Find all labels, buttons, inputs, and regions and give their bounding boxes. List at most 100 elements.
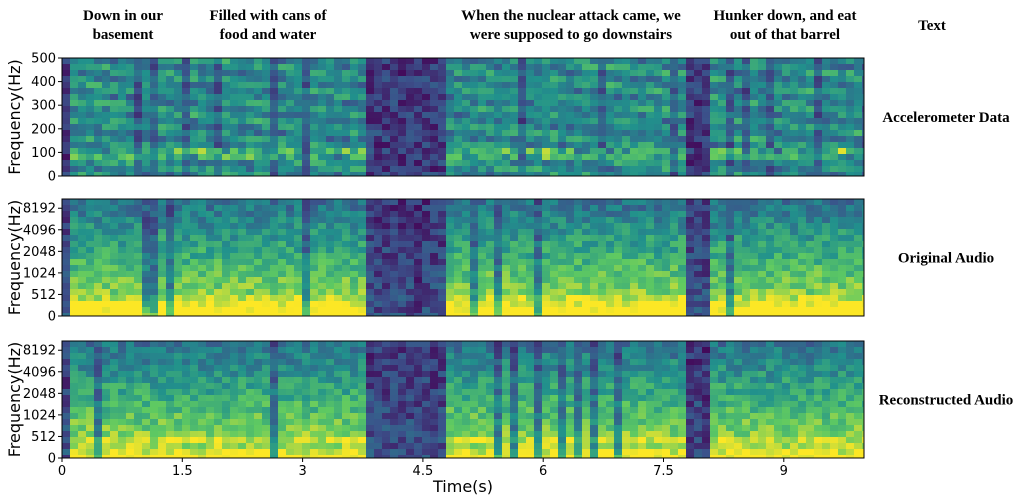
spectrogram-cell xyxy=(246,229,254,235)
spectrogram-cell xyxy=(470,313,478,316)
spectrogram-cell xyxy=(582,70,590,76)
spectrogram-cell xyxy=(454,154,462,160)
spectrogram-cell xyxy=(510,82,518,88)
spectrogram-cell xyxy=(398,289,406,295)
spectrogram-cell xyxy=(214,371,222,377)
spectrogram-cell xyxy=(622,277,630,283)
spectrogram-cell xyxy=(174,211,182,217)
spectrogram-cell xyxy=(278,289,286,295)
spectrogram-cell xyxy=(742,160,750,166)
spectrogram-cell xyxy=(358,94,366,100)
spectrogram-cell xyxy=(198,295,206,301)
spectrogram-cell xyxy=(214,148,222,154)
spectrogram-cell xyxy=(294,341,302,347)
spectrogram-cell xyxy=(726,160,734,166)
spectrogram-cell xyxy=(246,383,254,389)
spectrogram-cell xyxy=(262,341,270,347)
spectrogram-cell xyxy=(150,313,158,316)
spectrogram-cell xyxy=(398,223,406,229)
spectrogram-cell xyxy=(286,307,294,313)
spectrogram-cell xyxy=(582,82,590,88)
spectrogram-cell xyxy=(390,313,398,316)
spectrogram-cell xyxy=(478,136,486,142)
spectrogram-cell xyxy=(742,229,750,235)
spectrogram-cell xyxy=(598,271,606,277)
spectrogram-cell xyxy=(430,247,438,253)
spectrogram-cell xyxy=(542,58,550,64)
spectrogram-cell xyxy=(62,431,70,437)
spectrogram-cell xyxy=(478,313,486,316)
spectrogram-cell xyxy=(846,283,854,289)
spectrogram-cell xyxy=(318,295,326,301)
spectrogram-cell xyxy=(86,217,94,223)
spectrogram-cell xyxy=(486,199,494,205)
spectrogram-cell xyxy=(342,443,350,449)
spectrogram-cell xyxy=(366,277,374,283)
spectrogram-cell xyxy=(214,383,222,389)
spectrogram-cell xyxy=(398,94,406,100)
spectrogram-cell xyxy=(582,223,590,229)
spectrogram-cell xyxy=(310,199,318,205)
spectrogram-cell xyxy=(614,76,622,82)
spectrogram-cell xyxy=(182,449,190,455)
spectrogram-cell xyxy=(134,82,142,88)
spectrogram-cell xyxy=(134,359,142,365)
spectrogram-cell xyxy=(422,154,430,160)
spectrogram-cell xyxy=(846,271,854,277)
spectrogram-cell xyxy=(782,199,790,205)
spectrogram-cell xyxy=(174,124,182,130)
spectrogram-cell xyxy=(398,154,406,160)
spectrogram-cell xyxy=(726,100,734,106)
spectrogram-cell xyxy=(206,58,214,64)
spectrogram-cell xyxy=(574,313,582,316)
spectrogram-cell xyxy=(438,130,446,136)
spectrogram-cell xyxy=(406,365,414,371)
spectrogram-cell xyxy=(534,235,542,241)
spectrogram-cell xyxy=(414,217,422,223)
spectrogram-cell xyxy=(150,211,158,217)
spectrogram-cell xyxy=(94,371,102,377)
spectrogram-cell xyxy=(502,265,510,271)
spectrogram-cell xyxy=(798,106,806,112)
spectrogram-cell xyxy=(334,211,342,217)
spectrogram-cell xyxy=(646,58,654,64)
spectrogram-cell xyxy=(94,389,102,395)
spectrogram-cell xyxy=(662,172,670,176)
spectrogram-cell xyxy=(406,88,414,94)
spectrogram-cell xyxy=(246,389,254,395)
spectrogram-cell xyxy=(414,413,422,419)
spectrogram-cell xyxy=(134,413,142,419)
spectrogram-cell xyxy=(798,199,806,205)
spectrogram-cell xyxy=(694,88,702,94)
spectrogram-cell xyxy=(670,295,678,301)
spectrogram-cell xyxy=(182,401,190,407)
spectrogram-cell xyxy=(606,307,614,313)
spectrogram-cell xyxy=(574,205,582,211)
spectrogram-cell xyxy=(334,443,342,449)
spectrogram-cell xyxy=(142,277,150,283)
spectrogram-cell xyxy=(294,106,302,112)
spectrogram-cell xyxy=(862,247,864,253)
spectrogram-cell xyxy=(846,64,854,70)
spectrogram-cell xyxy=(590,283,598,289)
spectrogram-cell xyxy=(606,166,614,172)
spectrogram-cell xyxy=(478,259,486,265)
spectrogram-cell xyxy=(518,295,526,301)
spectrogram-cell xyxy=(614,247,622,253)
spectrogram-cell xyxy=(694,172,702,176)
spectrogram-cell xyxy=(342,401,350,407)
spectrogram-cell xyxy=(566,259,574,265)
spectrogram-cell xyxy=(534,217,542,223)
spectrogram-cell xyxy=(566,160,574,166)
spectrogram-cell xyxy=(862,211,864,217)
spectrogram-cell xyxy=(334,389,342,395)
spectrogram-cell xyxy=(134,425,142,431)
spectrogram-cell xyxy=(358,58,366,64)
spectrogram-cell xyxy=(262,247,270,253)
spectrogram-cell xyxy=(110,130,118,136)
spectrogram-cell xyxy=(662,253,670,259)
spectrogram-cell xyxy=(190,307,198,313)
spectrogram-cell xyxy=(422,359,430,365)
spectrogram-cell xyxy=(158,389,166,395)
spectrogram-cell xyxy=(62,100,70,106)
